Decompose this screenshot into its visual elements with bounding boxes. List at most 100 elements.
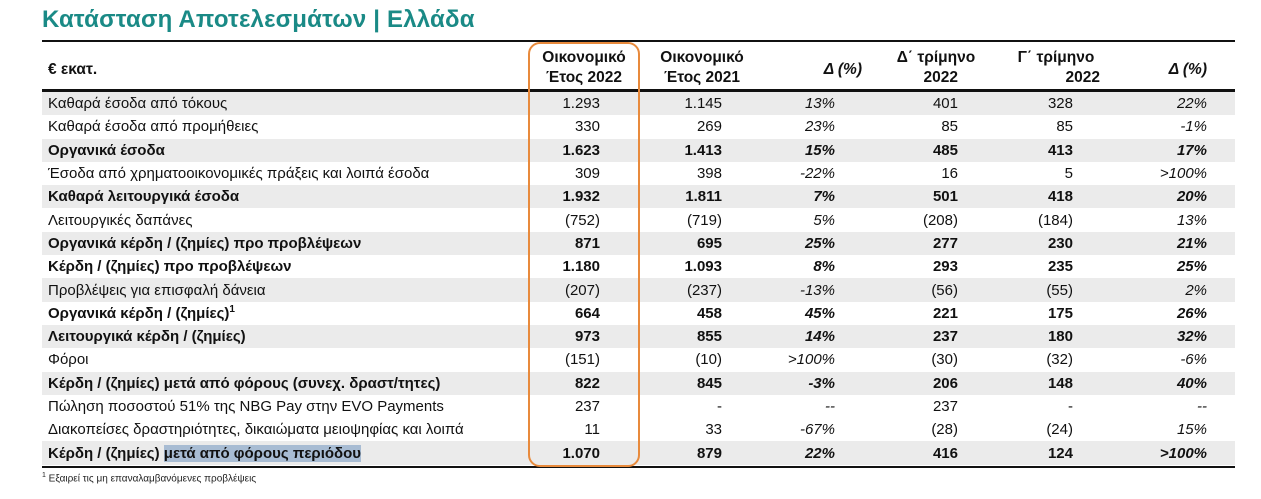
fy2022-value: 973 bbox=[528, 324, 640, 349]
q4-value: (208) bbox=[922, 211, 958, 229]
row-label: Οργανικά κέρδη / (ζημίες) προ προβλέψεων bbox=[42, 231, 528, 256]
fy2022-value: 11 bbox=[584, 421, 600, 439]
row-label-text: Κέρδη / (ζημίες) προ προβλέψεων bbox=[48, 258, 292, 276]
row-label-text: Προβλέψεις για επισφαλή δάνεια bbox=[48, 281, 266, 299]
delta-quarter-value: 2% bbox=[1110, 278, 1235, 302]
header-q3-2022: Γ΄ τρίμηνο 2022 bbox=[1004, 48, 1108, 88]
delta-year-value: 22% bbox=[758, 441, 862, 465]
header-q4-line1: Δ΄ τρίμηνο bbox=[896, 49, 976, 66]
delta-year-value: >100% bbox=[787, 351, 835, 369]
table-row: Οργανικά κέρδη / (ζημίες)1 664 458 45% 221 17… bbox=[42, 302, 1235, 325]
delta-quarter-value: 21% bbox=[1110, 231, 1235, 256]
q4-value: 16 bbox=[941, 165, 958, 183]
fy2022-value: (752) bbox=[564, 211, 600, 229]
fy2022-value: (151) bbox=[564, 351, 600, 369]
row-label: Λειτουργικές δαπάνες bbox=[42, 208, 528, 231]
delta-year-value: -67% bbox=[799, 421, 835, 439]
fy2021-value: 1.145 bbox=[640, 92, 758, 116]
table-row: Προβλέψεις για επισφαλή δάνεια (207) (237)… bbox=[42, 278, 1235, 302]
row-label-text: Πώληση ποσοστού 51% της NBG Pay στην EVO… bbox=[48, 398, 444, 415]
header-fy2022: Οικονομικό Έτος 2022 bbox=[528, 48, 640, 88]
fy2022-value: 1.623 bbox=[528, 138, 640, 162]
row-label-text: Διακοπείσες δραστηριότητες, δικαιώματα μ… bbox=[48, 421, 464, 439]
row-label-text: Οργανικά έσοδα bbox=[48, 141, 165, 159]
q3-value: (32) bbox=[1046, 351, 1073, 369]
fy2021-value: (237) bbox=[640, 278, 758, 302]
header-fy2021: Οικονομικό Έτος 2021 bbox=[646, 48, 758, 88]
delta-quarter-value: -6% bbox=[1180, 351, 1207, 369]
fy2022-value: 1.180 bbox=[562, 258, 600, 276]
fy2021-value: 1.413 bbox=[640, 138, 758, 162]
header-delta-year: Δ (%) bbox=[780, 60, 862, 80]
q4-value: 401 bbox=[862, 92, 988, 116]
delta-year-value: -3% bbox=[758, 371, 862, 395]
footnote: 1 Εξαιρεί τις μη επαναλαμβανόμενες προβλ… bbox=[42, 472, 256, 484]
row-label-part: μετά bbox=[163, 444, 196, 462]
header-delta-year-label: Δ (%) bbox=[823, 61, 862, 78]
delta-year-value: -13% bbox=[758, 278, 862, 302]
header-fy2021-line1: Οικονομικό bbox=[660, 49, 744, 66]
header-q3-line1: Γ΄ τρίμηνο bbox=[1017, 49, 1095, 66]
q4-value: 416 bbox=[862, 441, 988, 465]
fy2022-value: 309 bbox=[574, 165, 600, 183]
q4-value: 501 bbox=[862, 185, 988, 209]
fy2022-value: 1.070 bbox=[528, 441, 640, 465]
fy2021-value: 1.811 bbox=[640, 185, 758, 209]
row-label-text: Λειτουργικά κέρδη / (ζημίες) bbox=[48, 328, 246, 346]
q4-value: 485 bbox=[862, 138, 988, 162]
footnote-mark: 1 bbox=[42, 472, 46, 479]
fy2022-value: (207) bbox=[528, 278, 640, 302]
delta-year-value: 13% bbox=[758, 92, 862, 116]
row-label-text: Καθαρά έσοδα από προμήθειες bbox=[48, 118, 259, 136]
table-row: Λειτουργικές δαπάνες (752) (719) 5% (208) (18… bbox=[42, 208, 1235, 231]
fy2022-value: 237 bbox=[574, 398, 600, 415]
row-label-part: από φόρους bbox=[199, 444, 289, 462]
header-unit: € εκατ. bbox=[48, 60, 97, 80]
q4-value: (56) bbox=[862, 278, 988, 302]
header-unit-label: € εκατ. bbox=[48, 61, 98, 78]
delta-year-value: 25% bbox=[758, 231, 862, 256]
fy2021-value: 398 bbox=[696, 165, 722, 183]
table-row: Οργανικά κέρδη / (ζημίες) προ προβλέψεων… bbox=[42, 231, 1235, 256]
table-row: Καθαρά λειτουργικά έσοδα 1.932 1.811 7% 501 4… bbox=[42, 185, 1235, 209]
q3-value: 124 bbox=[988, 441, 1110, 465]
fy2021-value: 695 bbox=[640, 231, 758, 256]
delta-quarter-value: >100% bbox=[1110, 441, 1235, 465]
q4-value: 237 bbox=[932, 398, 958, 415]
fy2021-value: 879 bbox=[640, 441, 758, 465]
delta-quarter-value: 20% bbox=[1110, 185, 1235, 209]
table-row: Κέρδη / (ζημίες) μετά από φόρους (συνεχ.… bbox=[42, 371, 1235, 395]
delta-year-value: 45% bbox=[804, 304, 835, 322]
delta-quarter-value: >100% bbox=[1159, 165, 1207, 183]
fy2022-value: 664 bbox=[574, 304, 600, 322]
row-label: Φόροι bbox=[42, 348, 528, 371]
table-bottom-rule bbox=[42, 466, 1235, 468]
row-label-part bbox=[288, 444, 293, 462]
fy2021-value: - bbox=[717, 398, 722, 415]
q3-value: 413 bbox=[988, 138, 1110, 162]
header-fy2021-line2: Έτος 2021 bbox=[663, 69, 741, 86]
row-label-text: Φόροι bbox=[48, 351, 89, 369]
q4-value: 85 bbox=[941, 118, 958, 136]
row-label-text: Οργανικά κέρδη / (ζημίες) bbox=[48, 304, 230, 322]
row-label-part: περιόδου bbox=[292, 444, 362, 462]
header-fy2022-line2: Έτος 2022 bbox=[545, 69, 623, 86]
q3-value: 148 bbox=[988, 371, 1110, 395]
row-label-text: Έσοδα από χρηματοοικονομικές πράξεις και… bbox=[48, 165, 430, 183]
delta-year-value: 8% bbox=[813, 258, 835, 276]
delta-year-value: -- bbox=[825, 398, 835, 415]
table-row: Φόροι (151) (10) >100% (30) (32) -6% bbox=[42, 348, 1235, 371]
fy2021-value: (719) bbox=[686, 211, 722, 229]
footnote-ref: 1 bbox=[229, 303, 235, 315]
row-label: Κέρδη / (ζημίες) μετά από φόρους περιόδο… bbox=[42, 441, 528, 465]
delta-quarter-value: 17% bbox=[1110, 138, 1235, 162]
row-label-text: Καθαρά έσοδα από τόκους bbox=[48, 95, 228, 113]
footnote-text: Εξαιρεί τις μη επαναλαμβανόμενες προβλέψ… bbox=[45, 473, 257, 485]
delta-year-value: 23% bbox=[804, 118, 835, 136]
fy2022-value: 871 bbox=[528, 231, 640, 256]
row-label-text: Οργανικά κέρδη / (ζημίες) προ προβλέψεων bbox=[48, 234, 362, 252]
q3-value: - bbox=[1068, 398, 1073, 415]
row-label-text: Λειτουργικές δαπάνες bbox=[48, 211, 193, 229]
fy2021-value: 845 bbox=[640, 371, 758, 395]
row-label: Καθαρά έσοδα από τόκους bbox=[42, 92, 528, 116]
